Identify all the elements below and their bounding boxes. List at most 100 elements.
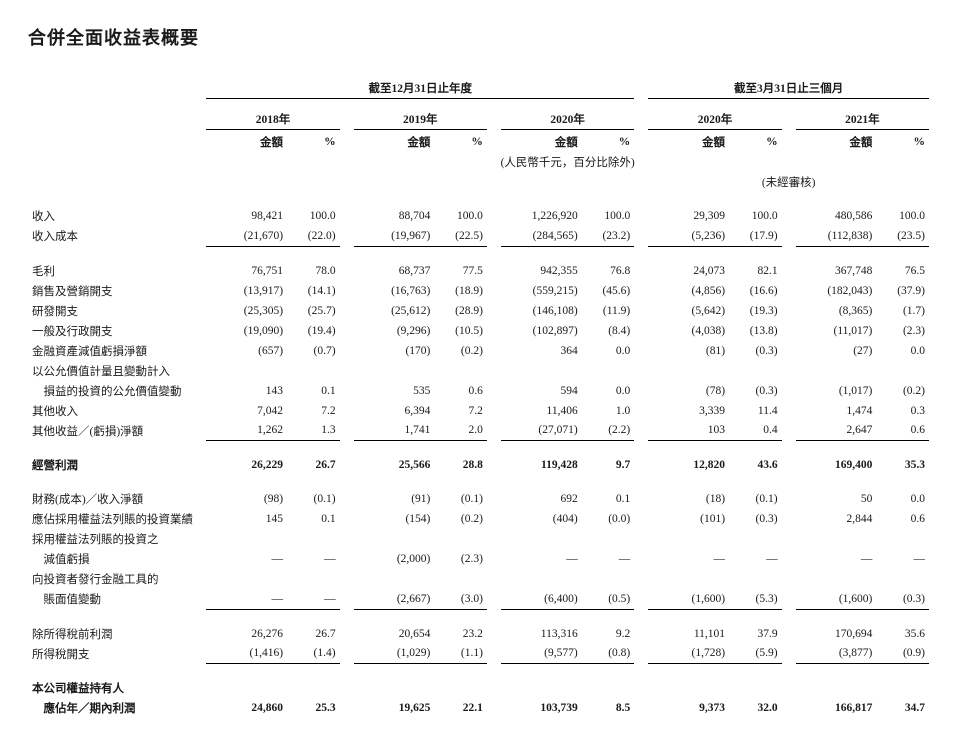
amount-cell: (2,667) — [354, 589, 435, 609]
amount-cell: (21,670) — [206, 226, 287, 246]
amount-cell: 535 — [354, 381, 435, 401]
pct-cell — [582, 361, 635, 381]
amount-cell: 942,355 — [501, 261, 582, 281]
row-label: 收入 — [28, 206, 206, 226]
amount-cell: 12,820 — [648, 455, 729, 475]
pct-cell: (1.4) — [287, 644, 340, 664]
pct-cell: (14.1) — [287, 281, 340, 301]
amount-cell — [648, 529, 729, 549]
quarter-span: 截至3月31日止三個月 — [648, 78, 929, 99]
row-label: 財務(成本)／收入淨額 — [28, 489, 206, 509]
pct-cell: (0.3) — [729, 341, 782, 361]
amount-cell: (25,305) — [206, 301, 287, 321]
pct-cell: 35.3 — [876, 455, 929, 475]
amount-cell: (13,917) — [206, 281, 287, 301]
table-row: 所得稅開支(1,416)(1.4)(1,029)(1.1)(9,577)(0.8… — [28, 644, 929, 664]
row-label: 一般及行政開支 — [28, 321, 206, 341]
pct-cell: 100.0 — [582, 206, 635, 226]
table-row: 財務(成本)／收入淨額(98)(0.1)(91)(0.1)6920.1(18)(… — [28, 489, 929, 509]
table-row: 毛利76,75178.068,73777.5942,35576.824,0738… — [28, 261, 929, 281]
pct-cell: (16.6) — [729, 281, 782, 301]
row-label: 金融資產減值虧損淨額 — [28, 341, 206, 361]
pct-cell: 1.3 — [287, 421, 340, 441]
amount-cell: — — [501, 549, 582, 569]
amount-cell: (19,967) — [354, 226, 435, 246]
pct-cell: 34.7 — [876, 698, 929, 718]
pct-cell: (0.0) — [582, 509, 635, 529]
table-row: 一般及行政開支(19,090)(19.4)(9,296)(10.5)(102,8… — [28, 321, 929, 341]
table-row: 其他收入7,0427.26,3947.211,4061.03,33911.41,… — [28, 401, 929, 421]
table-row: 應佔年／期內利潤24,86025.319,62522.1103,7398.59,… — [28, 698, 929, 718]
pct-cell: 2.0 — [434, 421, 487, 441]
pct-cell: (45.6) — [582, 281, 635, 301]
pct-cell: (0.7) — [287, 341, 340, 361]
pct-cell: 8.5 — [582, 698, 635, 718]
row-label: 以公允價值計量且變動計入 — [28, 361, 206, 381]
row-label: 賬面值變動 — [28, 589, 206, 609]
pct-cell: 0.1 — [582, 489, 635, 509]
amount-cell: 113,316 — [501, 624, 582, 644]
amount-cell: (11,017) — [796, 321, 877, 341]
amount-cell — [796, 361, 877, 381]
amount-cell: 7,042 — [206, 401, 287, 421]
amount-cell — [501, 569, 582, 589]
pct-cell: — — [287, 549, 340, 569]
pct-cell: 82.1 — [729, 261, 782, 281]
pct-cell: 100.0 — [876, 206, 929, 226]
pct-cell — [876, 678, 929, 698]
amount-cell — [354, 361, 435, 381]
amount-cell — [206, 569, 287, 589]
table-row: 損益的投資的公允價值變動1430.15350.65940.0(78)(0.3)(… — [28, 381, 929, 401]
pct-cell: 37.9 — [729, 624, 782, 644]
amount-cell: (657) — [206, 341, 287, 361]
pct-cell — [434, 569, 487, 589]
table-header: 截至12月31日止年度 截至3月31日止三個月 2018年 2019年 2020… — [28, 78, 929, 206]
amount-cell — [648, 678, 729, 698]
pct-cell: (2.2) — [582, 421, 635, 441]
pct-cell — [876, 569, 929, 589]
year-row: 2018年 2019年 2020年 2020年 2021年 — [28, 109, 929, 130]
amount-cell: 169,400 — [796, 455, 877, 475]
amount-cell: (404) — [501, 509, 582, 529]
amount-cell: 367,748 — [796, 261, 877, 281]
pct-cell — [434, 361, 487, 381]
amount-cell: 3,339 — [648, 401, 729, 421]
table-row: 收入98,421100.088,704100.01,226,920100.029… — [28, 206, 929, 226]
pct-cell: (0.1) — [434, 489, 487, 509]
table-row: 應佔採用權益法列賬的投資業績1450.1(154)(0.2)(404)(0.0)… — [28, 509, 929, 529]
row-label: 損益的投資的公允價值變動 — [28, 381, 206, 401]
pct-cell: 0.1 — [287, 381, 340, 401]
amount-cell: (101) — [648, 509, 729, 529]
amount-cell: 119,428 — [501, 455, 582, 475]
amount-cell: (27) — [796, 341, 877, 361]
pct-cell — [582, 529, 635, 549]
pct-cell: 9.7 — [582, 455, 635, 475]
amount-cell — [354, 678, 435, 698]
amount-cell — [354, 569, 435, 589]
pct-cell: 0.3 — [876, 401, 929, 421]
amount-cell: 1,474 — [796, 401, 877, 421]
amount-cell: 26,276 — [206, 624, 287, 644]
amount-cell — [648, 569, 729, 589]
amount-cell: 692 — [501, 489, 582, 509]
pct-cell: (0.2) — [434, 509, 487, 529]
pct-cell: 22.1 — [434, 698, 487, 718]
table-body: 收入98,421100.088,704100.01,226,920100.029… — [28, 206, 929, 718]
amount-cell: (1,600) — [796, 589, 877, 609]
amount-cell: 480,586 — [796, 206, 877, 226]
pct-cell: 25.3 — [287, 698, 340, 718]
table-row: 其他收益／(虧損)淨額1,2621.31,7412.0(27,071)(2.2)… — [28, 421, 929, 441]
amount-cell: 26,229 — [206, 455, 287, 475]
pct-cell — [287, 529, 340, 549]
pct-cell: 0.4 — [729, 421, 782, 441]
amount-cell: 76,751 — [206, 261, 287, 281]
amount-cell: (16,763) — [354, 281, 435, 301]
pct-cell: (0.1) — [287, 489, 340, 509]
pct-cell: 26.7 — [287, 455, 340, 475]
amount-cell: 145 — [206, 509, 287, 529]
pct-cell: (2.3) — [434, 549, 487, 569]
pct-cell — [729, 678, 782, 698]
pct-cell: (23.5) — [876, 226, 929, 246]
pct-cell: (0.5) — [582, 589, 635, 609]
amount-cell: (9,296) — [354, 321, 435, 341]
